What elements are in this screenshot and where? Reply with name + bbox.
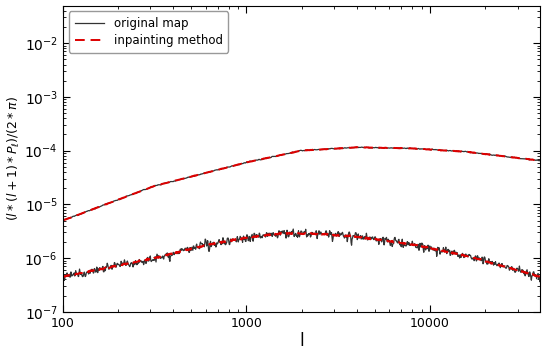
X-axis label: l: l: [299, 333, 304, 350]
Line: inpainting method: inpainting method: [63, 147, 541, 221]
original map: [537, 158, 544, 162]
inpainting method: [108, 200, 115, 204]
original map: [388, 146, 395, 150]
original map: [60, 218, 66, 222]
original map: [441, 148, 448, 153]
Line: original map: original map: [63, 147, 541, 220]
original map: [270, 154, 276, 158]
original map: [358, 145, 365, 149]
inpainting method: [60, 219, 66, 223]
inpainting method: [537, 158, 544, 163]
original map: [108, 200, 115, 204]
inpainting method: [441, 148, 448, 152]
original map: [432, 147, 439, 152]
original map: [253, 158, 259, 162]
inpainting method: [388, 146, 395, 150]
inpainting method: [253, 158, 259, 163]
inpainting method: [432, 148, 439, 152]
inpainting method: [354, 145, 360, 149]
Y-axis label: $(l*(l+1)*P_\ell)/(2*\pi)$: $(l*(l+1)*P_\ell)/(2*\pi)$: [5, 96, 22, 221]
inpainting method: [270, 155, 276, 159]
Legend: original map, inpainting method: original map, inpainting method: [69, 11, 228, 53]
